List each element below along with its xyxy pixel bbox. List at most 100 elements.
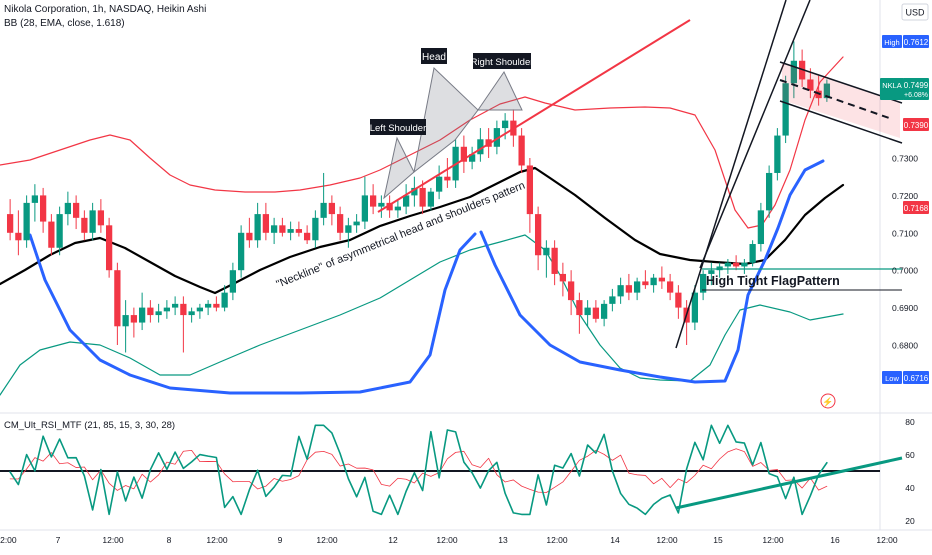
candle-body [246, 232, 253, 241]
candle-body [229, 270, 237, 293]
candle-body [600, 303, 608, 319]
candle-body [526, 165, 534, 215]
rsi-tick: 80 [905, 417, 915, 427]
candle-body [155, 311, 162, 316]
time-label: 12 [388, 535, 398, 545]
price-tick: 0.7000 [892, 266, 918, 276]
candle-body [774, 135, 781, 173]
last-price-symbol-box [880, 78, 904, 100]
candle-body [295, 229, 303, 233]
time-label: 15 [713, 535, 723, 545]
candle-body [741, 262, 748, 267]
flag-label: High Tight FlagPattern [706, 274, 840, 288]
candle-body [460, 146, 468, 162]
time-label: 14 [610, 535, 620, 545]
candle-body [584, 307, 591, 316]
candle-body [15, 232, 22, 241]
price-badge-tag-text: Low [885, 374, 899, 383]
candle-body [716, 266, 723, 271]
price-tick: 0.6900 [892, 303, 918, 313]
time-label: 12:00 [0, 535, 17, 545]
candle-body [270, 225, 278, 233]
candle-body [650, 277, 657, 286]
candle-body [386, 202, 393, 211]
bb-basis-line [0, 166, 845, 295]
candle-body [64, 202, 72, 215]
candle-body [419, 187, 426, 207]
time-label: 12:00 [436, 535, 458, 545]
rsi-title: CM_Ult_RSI_MTF (21, 85, 15, 3, 30, 28) [4, 420, 175, 431]
flagpole-line-left [675, 0, 787, 349]
time-axis: 12:00 7 12:00 8 12:00 9 12:00 12 12:00 13 12:00 14 1… [0, 535, 898, 545]
price-badge [903, 371, 929, 384]
price-tick: 0.6800 [892, 341, 918, 351]
candle-body [262, 214, 270, 233]
candle-body [320, 202, 327, 218]
price-tick: 0.7100 [892, 228, 918, 238]
drawings-group [377, 0, 903, 349]
candle-body [204, 303, 212, 308]
candle-body [765, 172, 773, 211]
rsi-tick: 20 [905, 516, 915, 526]
candle-body [790, 60, 798, 84]
time-label: 12:00 [206, 535, 228, 545]
price-badge-text: 0.7390 [904, 121, 929, 130]
candle-body [254, 214, 261, 241]
candle-body [336, 214, 344, 233]
price-badge [903, 201, 929, 214]
candle-body [576, 300, 583, 316]
last-price-symbol: NKLA [882, 81, 902, 90]
neckline-trendline [377, 19, 691, 213]
price-badge-tag-text: High [884, 38, 899, 47]
left-shoulder-label-box [370, 119, 426, 135]
candle-body [56, 214, 63, 248]
last-price-box [903, 78, 929, 100]
flag-mid-dashed [779, 79, 893, 120]
candle-body [394, 206, 402, 211]
candle-body [543, 247, 550, 256]
candle-body [823, 83, 831, 99]
cup-curve-left [28, 232, 477, 395]
last-price-value: 0.7499 [904, 81, 929, 90]
candle-body [435, 176, 443, 192]
head-label: Head [422, 52, 446, 63]
candle-body [732, 262, 740, 267]
candle-body [559, 273, 567, 282]
candle-body [378, 202, 385, 207]
candle-body [303, 232, 311, 241]
rsi-tick: 40 [905, 483, 915, 493]
candle-body [345, 225, 352, 233]
candle-body [625, 285, 633, 293]
candle-body [23, 202, 30, 241]
right-shoulder-label: Right Shoulder [471, 57, 534, 68]
head-label-box [421, 48, 447, 64]
candle-body [617, 285, 624, 297]
candles-group [6, 41, 831, 353]
candle-body [675, 292, 682, 308]
candle-body [31, 195, 39, 203]
lightning-icon[interactable] [820, 393, 836, 409]
candle-body [411, 187, 418, 196]
time-label: 16 [830, 535, 840, 545]
lightning-glyph: ⚡ [822, 396, 833, 408]
candle-body [592, 307, 600, 319]
candle-body [749, 244, 756, 263]
candle-body [122, 315, 129, 327]
candle-body [279, 225, 286, 233]
bollinger-bands [0, 56, 845, 396]
candle-body [708, 270, 715, 274]
candle-body [147, 307, 154, 316]
currency-box[interactable] [901, 3, 929, 21]
candle-body [666, 281, 674, 293]
rsi-signal-line [9, 448, 828, 493]
candle-body [188, 311, 195, 316]
candle-body [180, 303, 187, 316]
currency-label: USD [905, 8, 925, 18]
price-badge [903, 118, 929, 131]
rsi-line [9, 424, 828, 516]
time-label: 12:00 [876, 535, 898, 545]
time-label: 12:00 [316, 535, 338, 545]
chart-title: Nikola Corporation, 1h, NASDAQ, Heikin A… [4, 4, 206, 15]
